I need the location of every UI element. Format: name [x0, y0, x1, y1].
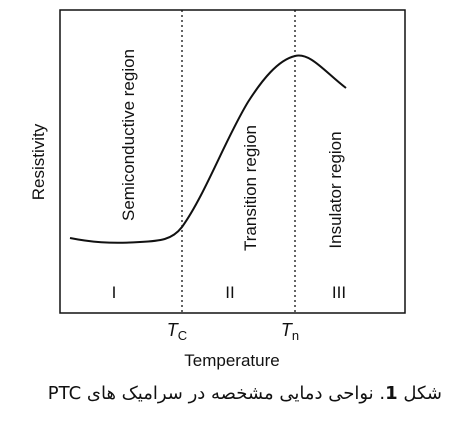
figure-caption: شکل 1. نواحی دمایی مشخصه در سرامیک های P… [0, 383, 442, 404]
region-numeral-iii: III [332, 283, 346, 302]
ptc-diagram: Resistivity Semiconductive region Transi… [29, 9, 406, 370]
tn-marker: Tn [281, 320, 299, 343]
region-numeral-i: I [112, 283, 117, 302]
region-label-insulator: Insulator region [326, 131, 345, 248]
caption-prefix: شکل [397, 383, 442, 404]
region-numeral-ii: II [225, 283, 234, 302]
tc-marker: TC [167, 320, 187, 343]
resistivity-curve [69, 54, 347, 244]
region-label-semiconductive: Semiconductive region [119, 49, 138, 221]
x-axis-label: Temperature [184, 351, 279, 370]
caption-text: . نواحی دمایی مشخصه در سرامیک های PTC [47, 383, 386, 404]
caption-number: 1 [385, 383, 398, 404]
region-label-transition: Transition region [241, 125, 260, 251]
plot-frame [59, 9, 406, 314]
y-axis-label: Resistivity [29, 123, 48, 200]
